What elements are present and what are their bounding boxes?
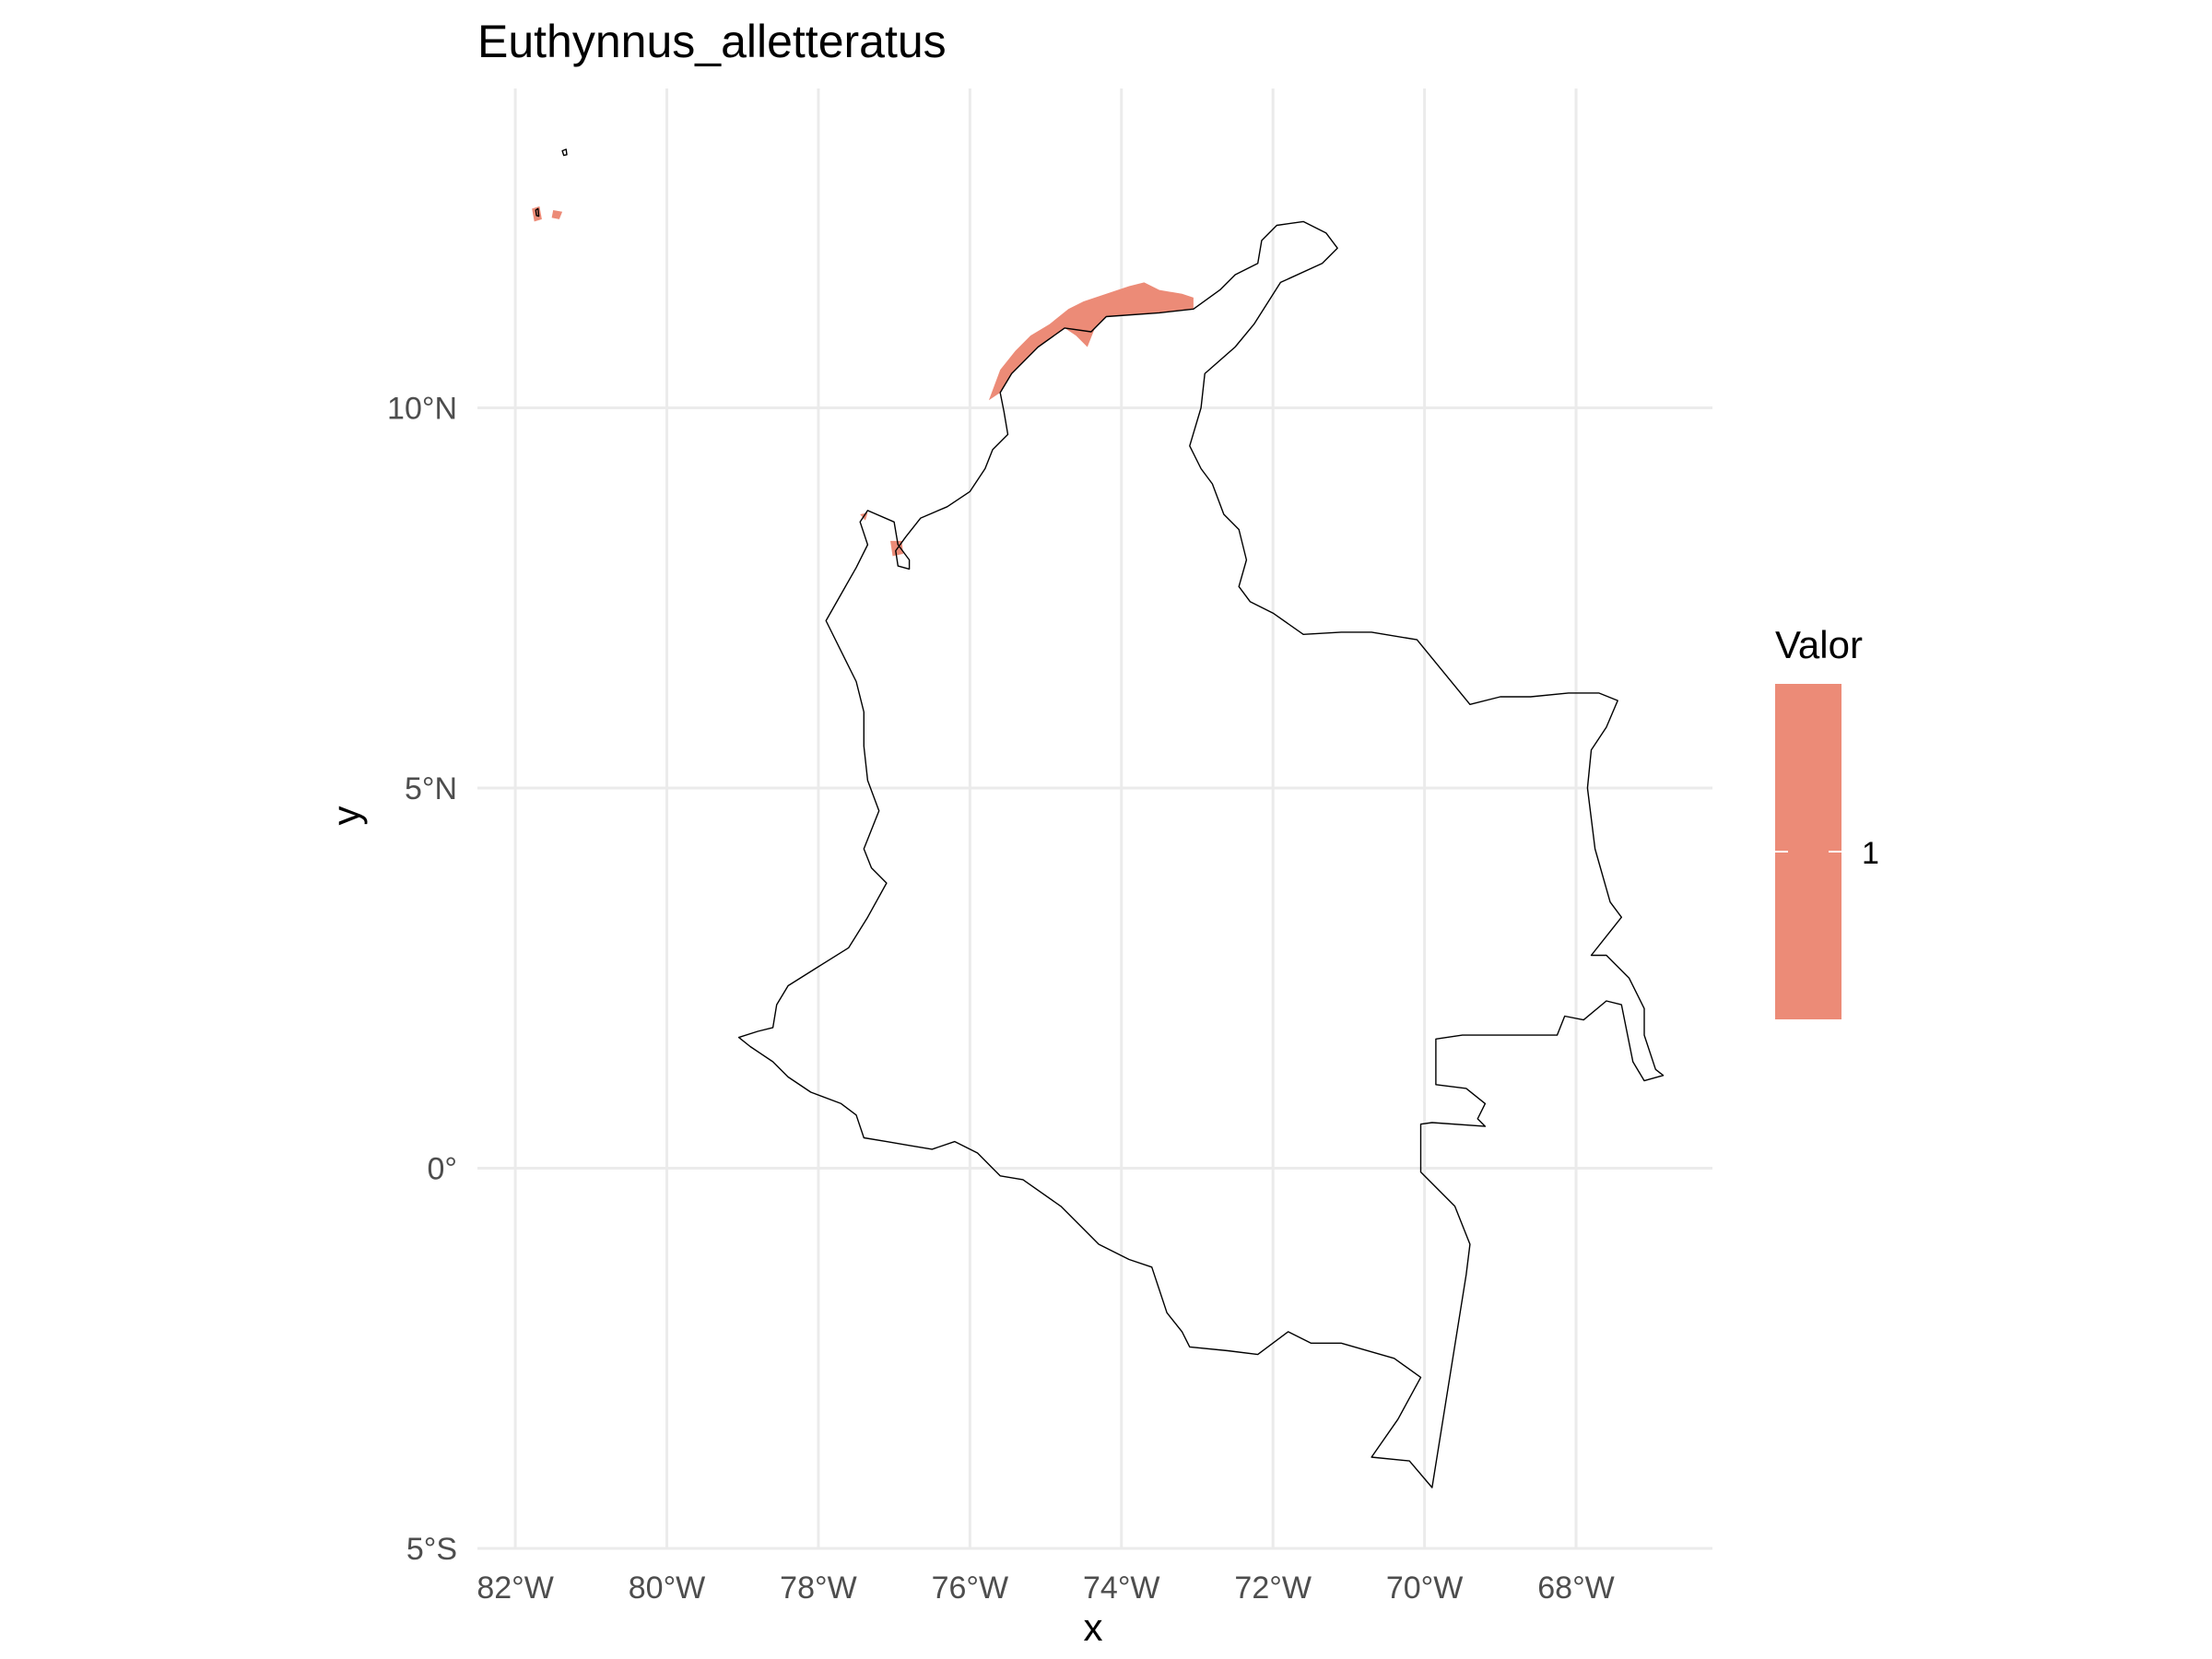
x-tick-label-4: 74°W (1083, 1571, 1160, 1606)
plot-title: Euthynnus_alletteratus (477, 16, 947, 67)
x-tick-label-5: 72°W (1234, 1571, 1312, 1606)
x-tick-label-1: 80°W (629, 1571, 706, 1606)
presence-area-0 (988, 282, 1194, 401)
x-tick-label-0: 82°W (477, 1571, 554, 1606)
y-axis-label: y (324, 806, 368, 826)
y-tick-label-3: 5°S (406, 1532, 457, 1567)
x-tick-label-7: 68°W (1537, 1571, 1615, 1606)
grid-lines (477, 88, 1712, 1550)
x-axis-label: x (1084, 1606, 1103, 1649)
y-tick-label-1: 5°N (405, 771, 457, 806)
legend-entry-label: 1 (1862, 836, 1879, 871)
x-tick-label-6: 70°W (1386, 1571, 1464, 1606)
country-border (535, 148, 1665, 1488)
x-tick-label-3: 76°W (932, 1571, 1009, 1606)
y-axis-tick-labels: 10°N 5°N 0° 5°S (387, 392, 457, 1568)
legend: Valor 1 (1775, 623, 1879, 1019)
legend-title: Valor (1775, 623, 1863, 666)
x-axis-tick-labels: 82°W 80°W 78°W 76°W 74°W 72°W 70°W 68°W (477, 1571, 1614, 1606)
island-outline-1 (535, 207, 540, 218)
presence-areas (532, 206, 1194, 557)
x-tick-label-2: 78°W (780, 1571, 857, 1606)
colombia-border-outline (737, 220, 1665, 1488)
island-outline-0 (561, 148, 568, 157)
presence-area-2 (551, 210, 563, 219)
y-tick-label-2: 0° (427, 1152, 457, 1187)
y-tick-label-0: 10°N (387, 392, 457, 427)
